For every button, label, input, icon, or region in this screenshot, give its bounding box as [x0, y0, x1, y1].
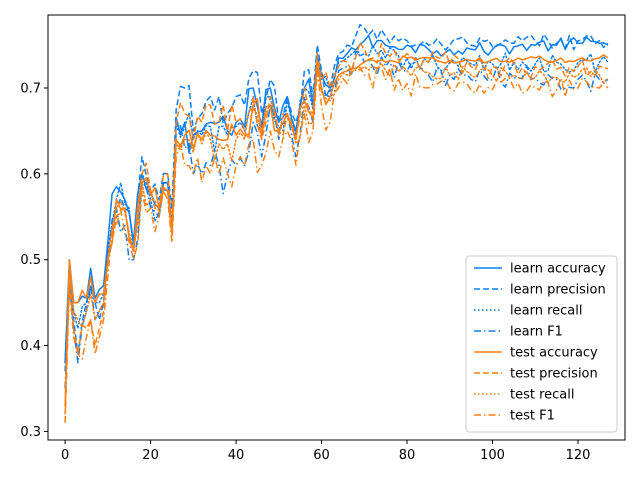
- y-tick-label: 0.6: [20, 167, 41, 182]
- x-tick-label: 100: [480, 448, 505, 463]
- x-axis: 0 20 40 60 80 100 120: [61, 440, 590, 463]
- legend: learn accuracy learn precision learn recal…: [465, 255, 618, 433]
- x-tick-label: 40: [228, 448, 245, 463]
- series-line-test-precision: [64, 41, 609, 415]
- y-tick-label: 0.7: [20, 81, 41, 96]
- x-tick-label: 80: [399, 448, 416, 463]
- series-line-test-recall: [64, 62, 609, 407]
- x-tick-label: 20: [142, 448, 159, 463]
- plot-area-frame: [47, 14, 626, 441]
- y-axis: 0.3 0.4 0.5 0.6 0.7: [20, 81, 48, 440]
- legend-box: [465, 255, 618, 433]
- x-tick-label: 60: [313, 448, 330, 463]
- series-line-learn-accuracy: [64, 34, 609, 363]
- series-line-test-F1: [64, 65, 609, 423]
- legend-label: learn precision: [510, 283, 606, 298]
- legend-label: test recall: [510, 388, 575, 403]
- legend-label: test accuracy: [510, 346, 598, 361]
- series-line-learn-F1: [64, 51, 609, 389]
- y-tick-label: 0.4: [20, 339, 41, 354]
- legend-label: learn recall: [510, 304, 582, 319]
- legend-label: test precision: [510, 367, 598, 382]
- legend-label: test F1: [510, 409, 555, 424]
- x-tick-label: 120: [566, 448, 591, 463]
- series-line-test-accuracy: [64, 54, 609, 406]
- y-tick-label: 0.5: [20, 253, 41, 268]
- legend-label: learn accuracy: [510, 262, 606, 277]
- y-tick-label: 0.3: [20, 425, 41, 440]
- x-tick-label: 0: [61, 448, 69, 463]
- series-layer: [64, 23, 609, 423]
- series-line-learn-precision: [64, 23, 609, 372]
- legend-label: learn F1: [510, 325, 563, 340]
- series-line-learn-recall: [64, 44, 609, 364]
